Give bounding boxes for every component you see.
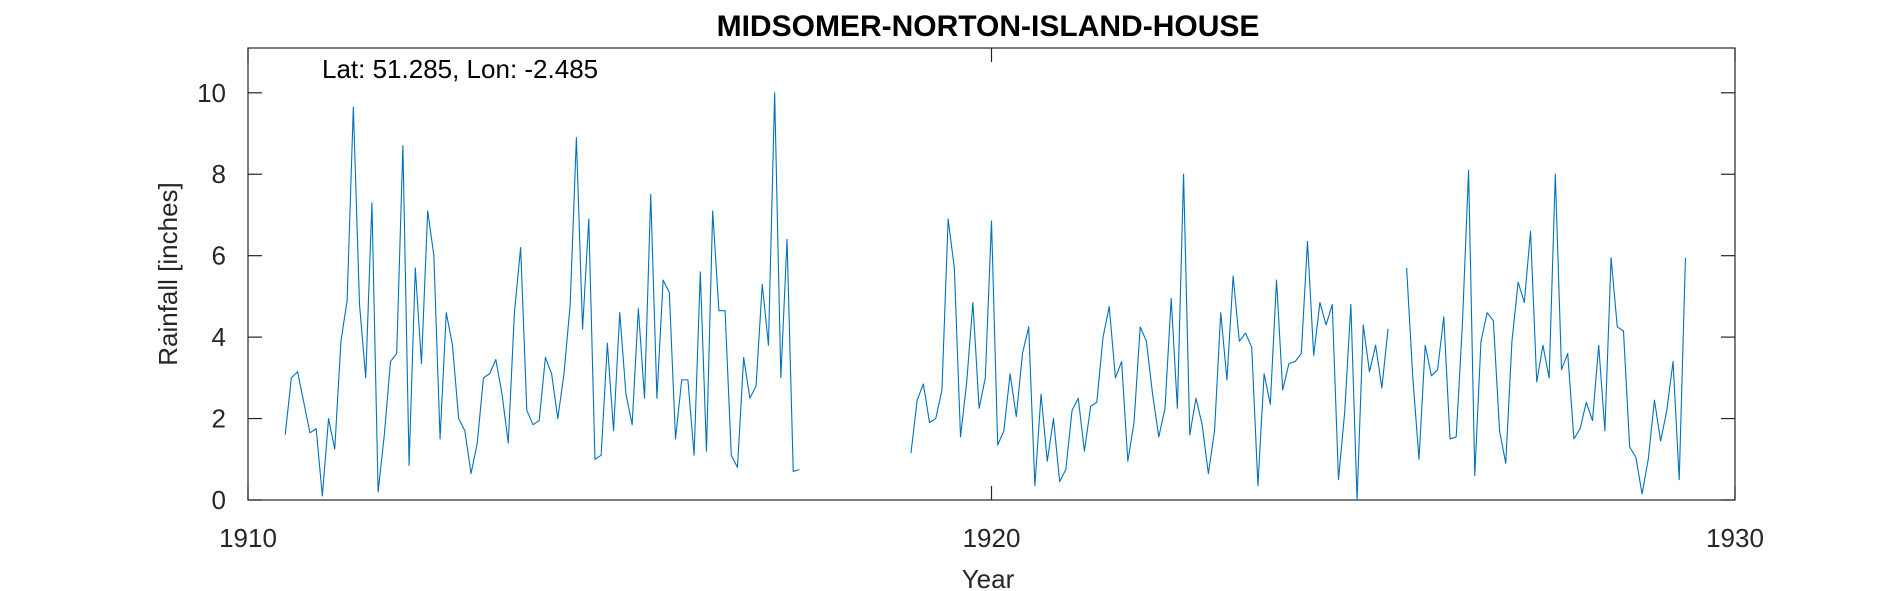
rainfall-series-line	[1406, 169, 1686, 495]
y-axis-ticks: 0 2 4 6 8 10	[197, 78, 1735, 515]
y-axis-label: Rainfall [inches]	[153, 182, 183, 366]
y-tick-label: 8	[212, 159, 226, 189]
rainfall-series-line	[910, 173, 1389, 501]
x-tick-label: 1930	[1706, 523, 1764, 553]
x-tick-label: 1920	[963, 523, 1021, 553]
x-axis-label: Year	[962, 564, 1015, 591]
rainfall-series	[284, 92, 1686, 501]
rainfall-series-line	[284, 92, 800, 497]
station-location-annotation: Lat: 51.285, Lon: -2.485	[322, 54, 598, 84]
y-tick-label: 4	[212, 322, 226, 352]
y-tick-label: 10	[197, 78, 226, 108]
y-tick-label: 6	[212, 241, 226, 271]
plot-area-frame	[247, 47, 1736, 501]
y-tick-label: 2	[212, 404, 226, 434]
chart-title: MIDSOMER-NORTON-ISLAND-HOUSE	[717, 10, 1260, 43]
y-tick-label: 0	[212, 485, 226, 515]
x-axis-ticks: 1910 1920 1930	[219, 48, 1764, 553]
x-tick-label: 1910	[219, 523, 277, 553]
